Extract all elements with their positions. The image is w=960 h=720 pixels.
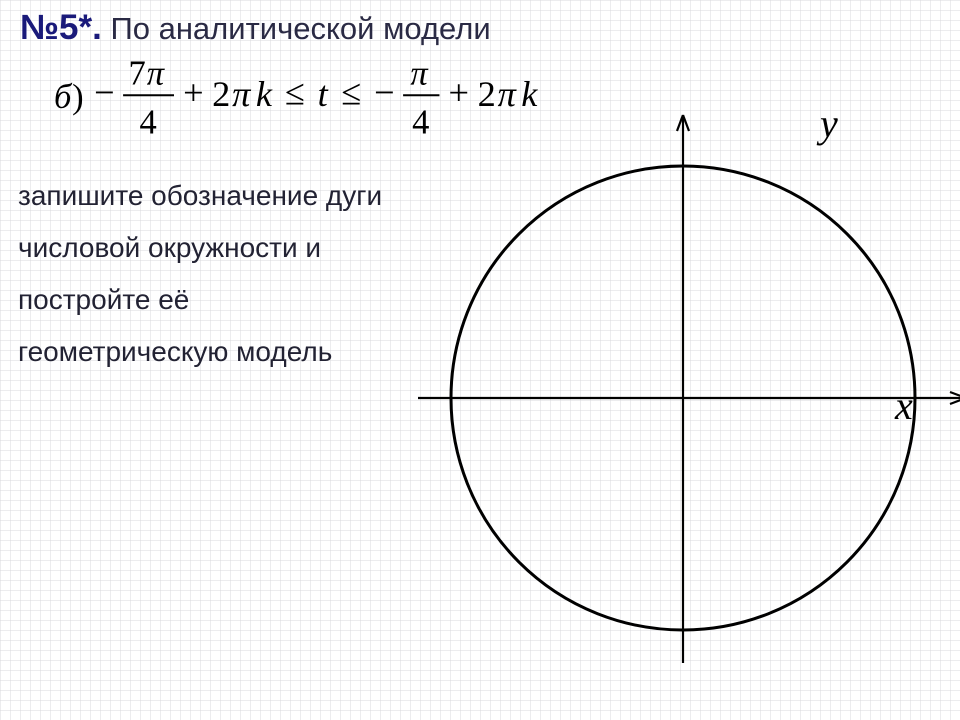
formula-right-num-pi: π: [410, 54, 429, 92]
y-axis-label: у: [820, 100, 838, 147]
formula-pi1: π: [232, 74, 252, 114]
formula-le1: ≤: [285, 72, 305, 112]
title-prefix: №5*.: [20, 8, 102, 47]
body-line-1: запишите обозначение дуги: [18, 180, 382, 212]
formula-le2: ≤: [341, 72, 361, 112]
title-rest: По аналитической модели: [102, 11, 491, 46]
formula-left-denom: 4: [139, 103, 156, 141]
body-line-3: постройте её: [18, 284, 189, 316]
formula-plus1: +: [183, 72, 204, 112]
formula-left-num-pi: π: [147, 54, 166, 92]
body-line-2: числовой окружности и: [18, 232, 321, 264]
body-line-4: геометрическую модель: [18, 336, 332, 368]
formula-t: t: [318, 74, 329, 114]
unit-circle-figure: [383, 98, 960, 698]
formula-left-num-7: 7: [129, 54, 146, 92]
x-axis-label: х: [895, 382, 913, 429]
formula-sublabel-paren: ): [72, 78, 84, 116]
formula-minus1: −: [94, 72, 115, 112]
content-layer: №5*. По аналитической модели б ) − 7 π 4…: [0, 0, 960, 720]
formula-sublabel: б: [54, 78, 73, 116]
formula-k1: k: [256, 74, 273, 114]
title-line: №5*. По аналитической модели: [20, 8, 491, 48]
formula-two1: 2: [212, 74, 230, 114]
